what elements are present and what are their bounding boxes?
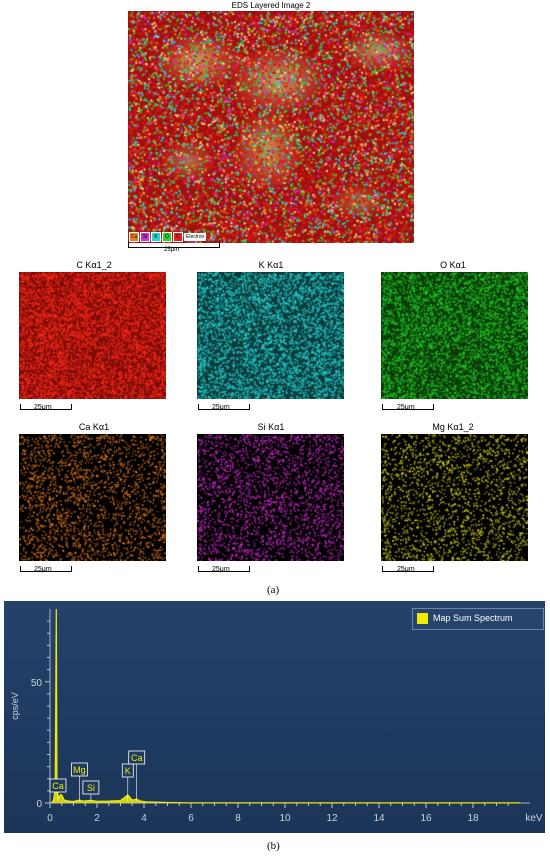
scale-bar-k: [198, 404, 250, 410]
scale-label-ca: 25μm: [34, 566, 52, 573]
map-title-ca: Ca Kα1: [78, 422, 110, 432]
x-tick-label: 6: [188, 813, 194, 824]
spectrum-chart: 0 2 4 6 8 10 12 14 16 18 keV 0 50 cps/eV Ca Mg Si K Ca: [4, 601, 545, 833]
x-tick-label: 2: [94, 813, 100, 824]
chip-c: C: [173, 232, 183, 242]
spectrum-line: [50, 608, 520, 804]
y-tick-label: 50: [31, 678, 43, 689]
scale-label-si: 25μm: [212, 566, 230, 573]
map-c: [19, 272, 166, 399]
scale-label-k: 25μm: [212, 404, 230, 411]
scale-bar-ca: [20, 566, 72, 572]
x-tick-label: 14: [373, 813, 385, 824]
scale-label-o: 25μm: [397, 404, 415, 411]
x-tick-label: 8: [235, 813, 241, 824]
map-c-pixels: [19, 272, 166, 399]
map-ca-pixels: [19, 434, 166, 561]
legend-label: Map Sum Spectrum: [433, 613, 513, 623]
chip-electron: Electron: [184, 233, 207, 241]
x-tick-label: 12: [326, 813, 338, 824]
chip-si: Si: [140, 232, 150, 242]
eds-layered-image: Ca Si K O C Electron: [128, 11, 414, 243]
map-title-si: Si Kα1: [257, 422, 285, 432]
spectrum-legend: Map Sum Spectrum: [412, 608, 544, 630]
scale-label-c: 25μm: [34, 404, 52, 411]
y-tick-label: 0: [36, 799, 42, 810]
peak-label: K: [125, 766, 131, 776]
map-title-o: O Kα1: [440, 260, 466, 270]
panel-label-a: (a): [267, 584, 280, 596]
peak-label: Si: [87, 783, 95, 793]
peak-label: Mg: [73, 765, 86, 775]
x-tick-label: 10: [279, 813, 291, 824]
layered-scale-bar: [128, 241, 220, 248]
map-si-pixels: [197, 434, 344, 561]
chip-k: K: [151, 232, 161, 242]
map-mg-pixels: [381, 434, 528, 561]
layered-scale-label: 25μm: [164, 247, 180, 253]
scale-bar-mg: [382, 566, 434, 572]
map-o-pixels: [381, 272, 528, 399]
x-tick-label: 0: [47, 813, 53, 824]
x-axis-label: keV: [525, 813, 543, 824]
map-o: [381, 272, 528, 399]
x-tick-label: 4: [141, 813, 147, 824]
x-tick-label: 18: [467, 813, 479, 824]
layered-legend: Ca Si K O C Electron: [129, 232, 207, 242]
scale-bar-c: [20, 404, 72, 410]
panel-label-b: (b): [267, 840, 280, 852]
y-axis-label: cps/eV: [10, 692, 20, 720]
map-title-c: C Kα1_2: [76, 260, 112, 270]
map-title-mg: Mg Kα1_2: [432, 422, 474, 432]
peak-label: Ca: [52, 781, 64, 791]
scale-bar-o: [382, 404, 434, 410]
chip-o: O: [162, 232, 172, 242]
map-si: [197, 434, 344, 561]
map-k-pixels: [197, 272, 344, 399]
legend-swatch: [417, 613, 428, 624]
map-title-k: K Kα1: [258, 260, 284, 270]
spectrum-area: [51, 609, 520, 803]
layered-speckle: [128, 11, 414, 243]
x-tick-label: 16: [420, 813, 432, 824]
peak-label: Ca: [131, 753, 143, 763]
chip-ca: Ca: [129, 232, 139, 242]
scale-bar-si: [198, 566, 250, 572]
scale-label-mg: 25μm: [397, 566, 415, 573]
map-mg: [381, 434, 528, 561]
map-ca: [19, 434, 166, 561]
layered-image-title: EDS Layered Image 2: [231, 1, 311, 10]
map-k: [197, 272, 344, 399]
